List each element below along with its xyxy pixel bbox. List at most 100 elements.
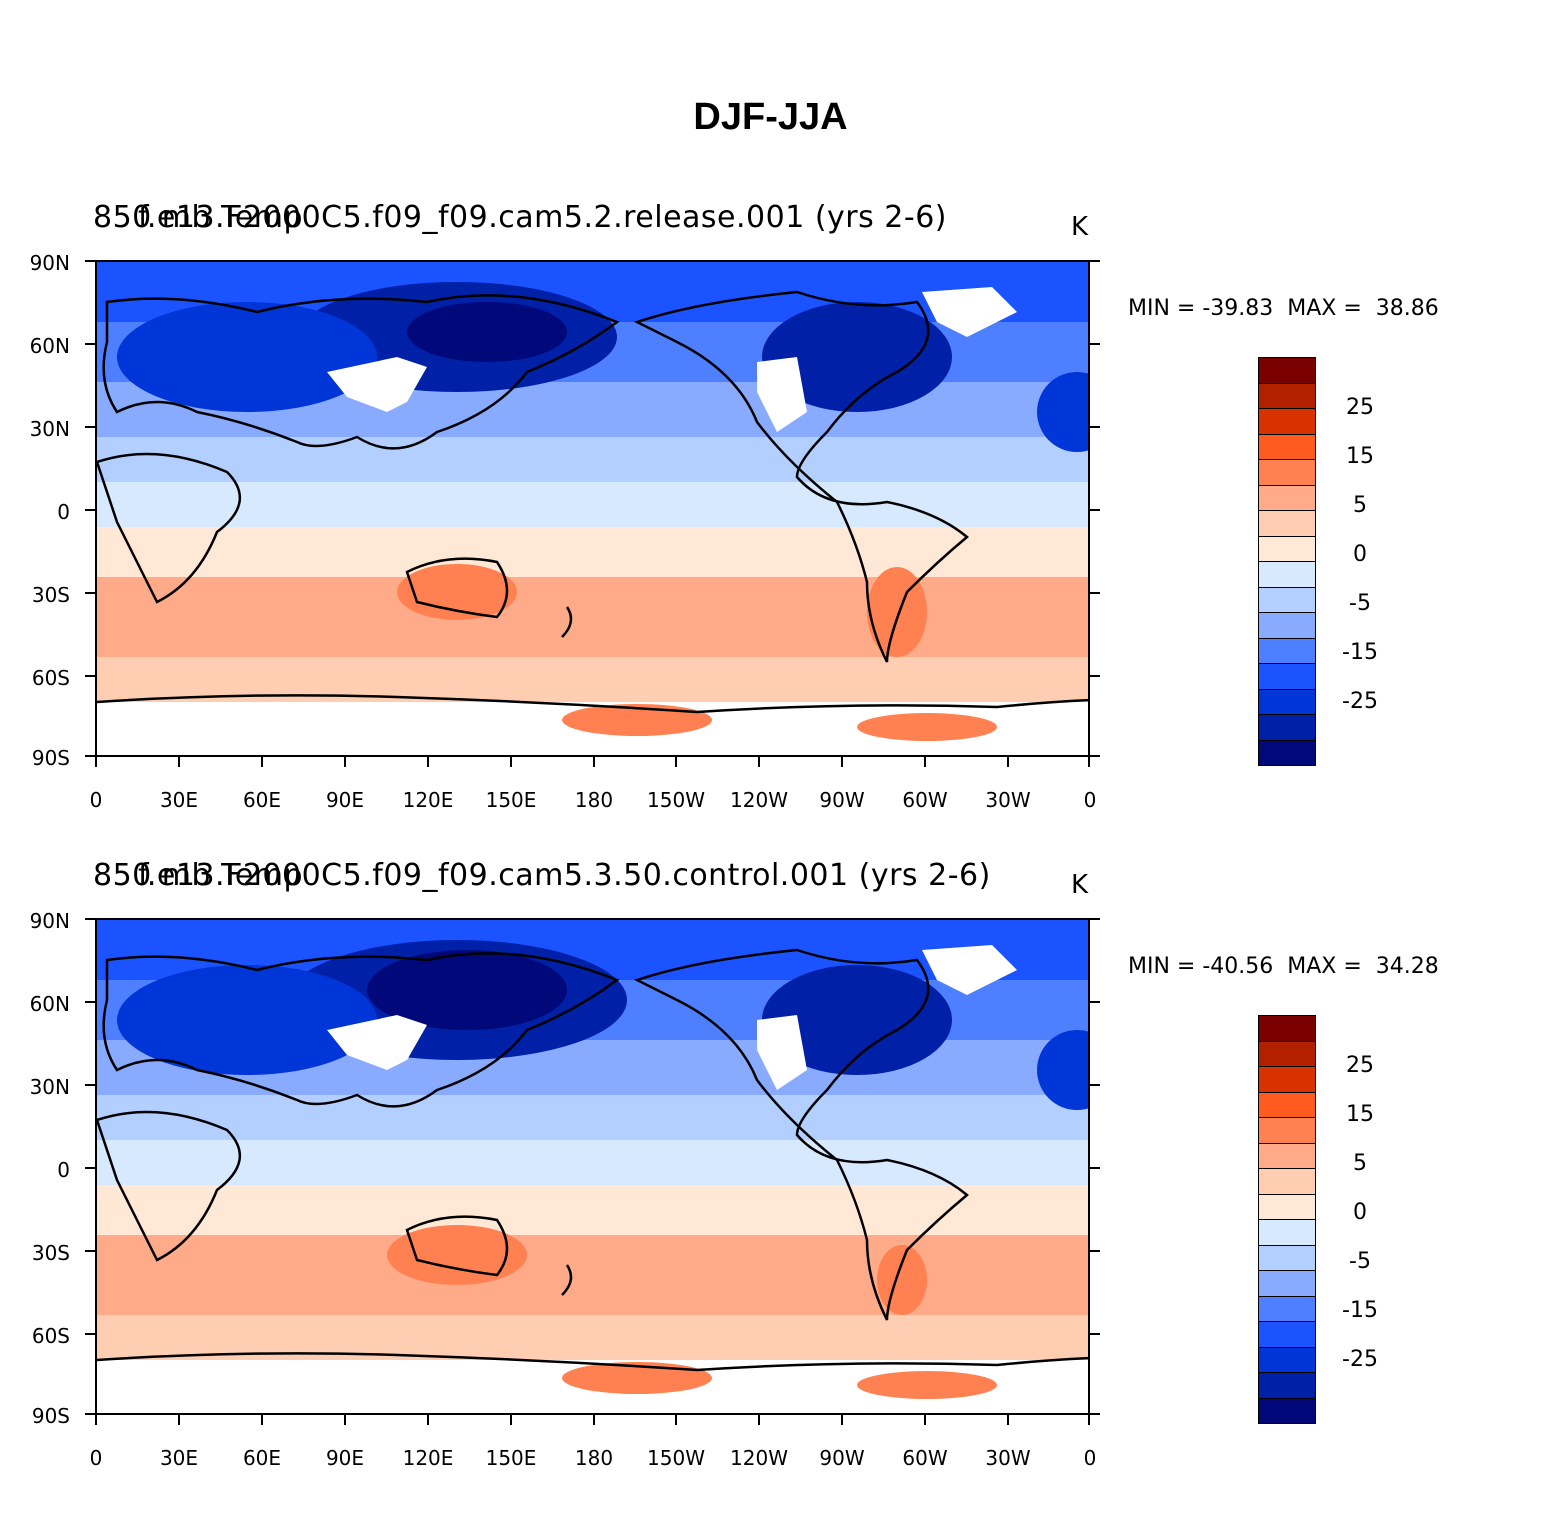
colorbar-box xyxy=(1258,1373,1316,1399)
colorbar-label: 25 xyxy=(1346,1053,1374,1078)
lon-label: 150W xyxy=(647,788,705,812)
panel-2-map xyxy=(95,918,1090,1415)
panel-1: 850 mb Temp f.e13.F2000C5.f09_f09.cam5.2… xyxy=(0,200,1541,860)
lon-label: 0 xyxy=(1083,1446,1097,1470)
colorbar-label: -5 xyxy=(1349,1249,1371,1274)
panel-1-case-title: f.e13.F2000C5.f09_f09.cam5.2.release.001… xyxy=(138,200,947,235)
panel-1-map xyxy=(95,260,1090,757)
colorbar-box xyxy=(1258,664,1316,690)
panel-1-map-svg xyxy=(97,262,1088,755)
colorbar-box xyxy=(1258,1143,1316,1169)
panel-2-case-title: f.e13.F2000C5.f09_f09.cam5.3.50.control.… xyxy=(138,858,991,893)
colorbar-box xyxy=(1258,434,1316,460)
colorbar-label: -5 xyxy=(1349,591,1371,616)
colorbar-box xyxy=(1258,638,1316,664)
lon-label: 90W xyxy=(819,1446,865,1470)
lon-label: 0 xyxy=(1083,788,1097,812)
panel-1-units: K xyxy=(1071,212,1089,242)
lat-label: 0 xyxy=(57,500,70,524)
lon-label: 30W xyxy=(985,788,1031,812)
panel-2-ticks xyxy=(85,918,1100,1425)
colorbar-box xyxy=(1258,485,1316,511)
colorbar-box xyxy=(1258,383,1316,409)
colorbar-box xyxy=(1258,1169,1316,1195)
panel-1-variable-title: 850 mb Temp xyxy=(93,200,304,235)
lat-label: 90S xyxy=(31,1404,70,1428)
lon-label: 90W xyxy=(819,788,865,812)
colorbar-box xyxy=(1258,1194,1316,1220)
lon-label: 60W xyxy=(902,1446,948,1470)
colorbar-box xyxy=(1258,1015,1316,1042)
colorbar-box xyxy=(1258,1347,1316,1373)
lon-label: 0 xyxy=(89,788,103,812)
colorbar-box xyxy=(1258,460,1316,486)
lat-label: 30S xyxy=(31,1241,70,1265)
colorbar-label: -15 xyxy=(1342,640,1378,665)
lat-label: 60N xyxy=(29,334,70,358)
colorbar-box xyxy=(1258,1271,1316,1297)
colorbar-label: -25 xyxy=(1342,1347,1378,1372)
panel-2-units: K xyxy=(1071,870,1089,900)
colorbar-box xyxy=(1258,1041,1316,1067)
lon-label: 30E xyxy=(159,788,199,812)
lon-label: 150E xyxy=(485,1446,537,1470)
panel-1-ticks xyxy=(85,260,1100,767)
lon-label: 180 xyxy=(574,788,614,812)
lon-label: 30W xyxy=(985,1446,1031,1470)
lon-label: 150W xyxy=(647,1446,705,1470)
colorbar-box xyxy=(1258,1296,1316,1322)
lat-label: 90S xyxy=(31,746,70,770)
colorbar-box xyxy=(1258,357,1316,384)
colorbar-box xyxy=(1258,409,1316,435)
lat-label: 60N xyxy=(29,992,70,1016)
lon-label: 150E xyxy=(485,788,537,812)
lat-label: 90N xyxy=(29,251,70,275)
lat-label: 60S xyxy=(31,666,70,690)
colorbar-label: -25 xyxy=(1342,689,1378,714)
colorbar-label: 5 xyxy=(1353,1151,1367,1176)
colorbar-label: 0 xyxy=(1353,1200,1367,1225)
lon-label: 60W xyxy=(902,788,948,812)
lon-label: 60E xyxy=(242,788,282,812)
lat-label: 30S xyxy=(31,583,70,607)
colorbar-box xyxy=(1258,536,1316,562)
lat-label: 0 xyxy=(57,1158,70,1182)
colorbar-box xyxy=(1258,1067,1316,1093)
colorbar-label: 25 xyxy=(1346,395,1374,420)
colorbar-box xyxy=(1258,740,1316,766)
colorbar-box xyxy=(1258,1092,1316,1118)
colorbar-box xyxy=(1258,715,1316,741)
colorbar-label: 15 xyxy=(1346,1102,1374,1127)
colorbar-box xyxy=(1258,689,1316,715)
colorbar-box xyxy=(1258,511,1316,537)
panel-1-colorbar xyxy=(1258,357,1316,766)
figure-title: DJF-JJA xyxy=(693,96,848,138)
lon-label: 120W xyxy=(730,788,788,812)
lon-label: 120E xyxy=(402,1446,454,1470)
lon-label: 90E xyxy=(325,788,365,812)
colorbar-box xyxy=(1258,562,1316,588)
colorbar-label: 5 xyxy=(1353,493,1367,518)
panel-2-minmax: MIN = -40.56 MAX = 34.28 xyxy=(1128,954,1439,979)
colorbar-box xyxy=(1258,587,1316,613)
colorbar-box xyxy=(1258,1245,1316,1271)
colorbar-box xyxy=(1258,1322,1316,1348)
colorbar-label: 0 xyxy=(1353,542,1367,567)
panel-1-minmax: MIN = -39.83 MAX = 38.86 xyxy=(1128,296,1439,321)
lon-label: 120W xyxy=(730,1446,788,1470)
panel-2-variable-title: 850 mb Temp xyxy=(93,858,304,893)
lon-label: 0 xyxy=(89,1446,103,1470)
lat-label: 30N xyxy=(29,417,70,441)
lon-label: 60E xyxy=(242,1446,282,1470)
panel-2: 850 mb Temp f.e13.F2000C5.f09_f09.cam5.3… xyxy=(0,858,1541,1518)
colorbar-label: -15 xyxy=(1342,1298,1378,1323)
lat-label: 60S xyxy=(31,1324,70,1348)
lat-label: 90N xyxy=(29,909,70,933)
colorbar-box xyxy=(1258,1398,1316,1424)
colorbar-label: 15 xyxy=(1346,444,1374,469)
lon-label: 120E xyxy=(402,788,454,812)
lon-label: 180 xyxy=(574,1446,614,1470)
lat-label: 30N xyxy=(29,1075,70,1099)
panel-2-colorbar xyxy=(1258,1015,1316,1424)
panel-2-map-svg xyxy=(97,920,1088,1413)
